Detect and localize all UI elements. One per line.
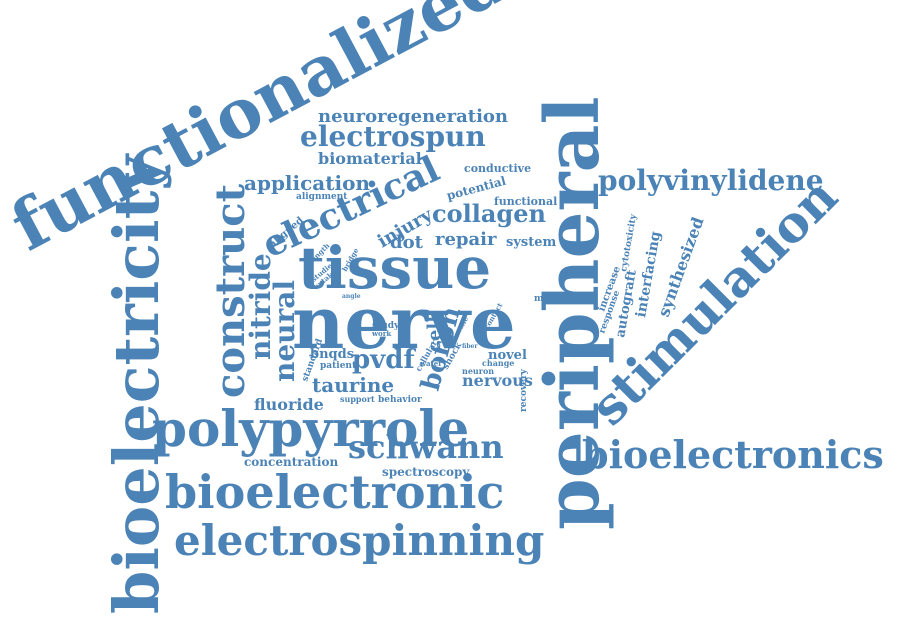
word-recovery: recovery — [519, 368, 529, 412]
word-system: system — [506, 235, 556, 250]
word-bnqds: bnqds — [310, 347, 354, 362]
word-bioelectronics: bioelectronics — [582, 432, 884, 477]
word-water: water — [419, 359, 442, 368]
word-nerve: nerve — [292, 280, 516, 365]
word-concentration: concentration — [244, 455, 338, 469]
word-fiber: fiber — [462, 343, 478, 350]
word-fluoride: fluoride — [254, 395, 324, 414]
word-cytotoxicity: cytotoxicity — [619, 213, 639, 273]
word-electrospinning: electrospinning — [174, 516, 544, 565]
word-novel: novel — [488, 348, 527, 363]
word-cell: cell — [424, 316, 445, 352]
word-tissue: tissue — [298, 234, 491, 302]
word-neural: neural — [268, 280, 301, 382]
word-conductive: conductive — [464, 162, 531, 175]
word-nitride: nitride — [244, 253, 277, 360]
word-biomaterial: biomaterial — [318, 149, 422, 168]
word-application: application — [244, 171, 370, 195]
word-nervous: nervous — [462, 371, 533, 390]
word-change: change — [482, 358, 514, 368]
word-construct: construct — [207, 183, 254, 398]
word-behavior: behavior — [378, 395, 422, 405]
word-study: study — [372, 321, 400, 331]
word-angle: angle — [342, 293, 361, 300]
word-polyvinylidene: polyvinylidene — [598, 164, 824, 197]
word-alignment: alignment — [296, 192, 348, 202]
word-schwann: schwann — [348, 428, 504, 466]
word-repair: repair — [435, 229, 497, 250]
word-patient: patient — [320, 361, 357, 371]
word-bioelectronic: bioelectronic — [165, 465, 504, 519]
word-taurine: taurine — [312, 373, 394, 397]
word-spectroscopy: spectroscopy — [382, 465, 470, 479]
word-collagen: collagen — [432, 199, 546, 228]
word-bioelectricity: bioelectricity — [100, 153, 173, 614]
word-support: support — [340, 394, 375, 404]
word-pvdf: pvdf — [352, 345, 416, 375]
word-dot: dot — [390, 232, 424, 253]
word-neuroregeneration: neuroregeneration — [318, 106, 508, 127]
word-electrospun: electrospun — [300, 120, 486, 153]
word-functional: functional — [494, 195, 557, 208]
word-peripheral: peripheral — [530, 96, 616, 530]
word-work: work — [371, 329, 391, 338]
word-neuron: neuron — [462, 366, 494, 376]
word-polypyrrole: polypyrrole — [152, 399, 469, 458]
word-material: material — [534, 294, 577, 304]
